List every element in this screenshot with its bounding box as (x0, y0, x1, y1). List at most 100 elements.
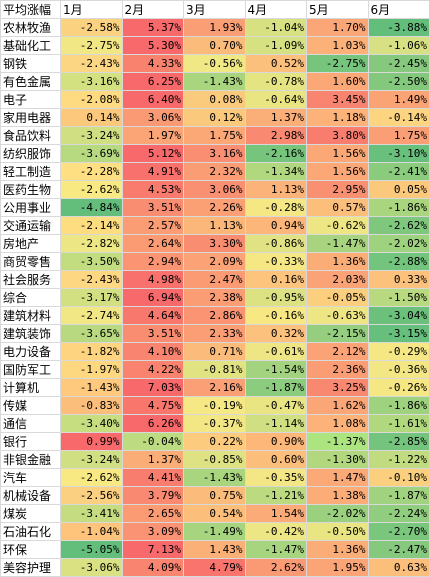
return-value-cell: 3.09% (122, 523, 184, 541)
return-value-cell: 4.91% (122, 163, 184, 181)
table-row: 食品饮料-3.24%1.97%1.75%2.98%3.80%1.75% (1, 127, 429, 145)
return-value-cell: -3.24% (61, 127, 123, 145)
table-row: 基础化工-2.75%5.30%0.70%-1.09%1.03%-1.06% (1, 37, 429, 55)
sector-name-cell: 环保 (1, 541, 61, 559)
table-row: 钢铁-2.43%4.33%-0.56%0.52%-2.75%-2.45% (1, 55, 429, 73)
return-value-cell: 2.32% (184, 163, 246, 181)
return-value-cell: -1.54% (245, 361, 307, 379)
return-value-cell: 2.94% (122, 253, 184, 271)
return-value-cell: 2.98% (245, 127, 307, 145)
table-row: 煤炭-3.41%2.65%0.54%1.54%-2.02%-2.24% (1, 505, 429, 523)
return-value-cell: 3.45% (307, 91, 369, 109)
return-value-cell: -1.87% (368, 487, 429, 505)
return-value-cell: 6.40% (122, 91, 184, 109)
sector-name-cell: 电力设备 (1, 343, 61, 361)
return-value-cell: -1.86% (368, 397, 429, 415)
return-value-cell: -1.34% (245, 163, 307, 181)
return-value-cell: 1.08% (307, 415, 369, 433)
return-value-cell: -0.86% (245, 235, 307, 253)
return-value-cell: -3.41% (61, 505, 123, 523)
return-value-cell: 1.49% (368, 91, 429, 109)
return-value-cell: 4.41% (122, 469, 184, 487)
return-value-cell: 3.80% (307, 127, 369, 145)
return-value-cell: 0.32% (245, 325, 307, 343)
month-header: 1月 (61, 1, 123, 19)
return-value-cell: 2.12% (307, 343, 369, 361)
return-value-cell: 2.38% (184, 289, 246, 307)
return-value-cell: -2.43% (61, 271, 123, 289)
return-value-cell: 1.62% (307, 397, 369, 415)
return-value-cell: 1.38% (307, 487, 369, 505)
table-row: 轻工制造-2.28%4.91%2.32%-1.34%1.56%-2.41% (1, 163, 429, 181)
return-value-cell: -0.26% (368, 379, 429, 397)
return-value-cell: -3.16% (61, 73, 123, 91)
return-value-cell: 4.64% (122, 307, 184, 325)
sector-name-cell: 医药生物 (1, 181, 61, 199)
return-value-cell: 2.36% (307, 361, 369, 379)
month-header: 6月 (368, 1, 429, 19)
return-value-cell: -3.69% (61, 145, 123, 163)
sector-name-cell: 基础化工 (1, 37, 61, 55)
table-row: 电力设备-1.82%4.10%0.71%-0.61%2.12%-0.29% (1, 343, 429, 361)
return-value-cell: 1.36% (307, 253, 369, 271)
return-value-cell: 3.06% (184, 181, 246, 199)
return-value-cell: -3.65% (61, 325, 123, 343)
return-value-cell: -3.17% (61, 289, 123, 307)
return-value-cell: 1.37% (122, 451, 184, 469)
return-value-cell: -2.62% (368, 217, 429, 235)
return-value-cell: 2.03% (307, 271, 369, 289)
return-value-cell: 1.93% (184, 19, 246, 37)
table-row: 社会服务-2.43%4.98%2.47%0.16%2.03%0.33% (1, 271, 429, 289)
return-value-cell: -0.81% (184, 361, 246, 379)
return-value-cell: -2.82% (61, 235, 123, 253)
return-value-cell: 4.33% (122, 55, 184, 73)
return-value-cell: -1.21% (245, 487, 307, 505)
return-value-cell: -1.47% (307, 235, 369, 253)
return-value-cell: -0.83% (61, 397, 123, 415)
return-value-cell: 2.62% (245, 559, 307, 577)
return-value-cell: -1.82% (61, 343, 123, 361)
return-value-cell: -2.70% (368, 523, 429, 541)
sector-name-cell: 建筑材料 (1, 307, 61, 325)
return-value-cell: 2.86% (184, 307, 246, 325)
sector-name-cell: 电子 (1, 91, 61, 109)
return-value-cell: 1.47% (307, 469, 369, 487)
return-value-cell: 0.22% (184, 433, 246, 451)
return-value-cell: 0.90% (245, 433, 307, 451)
return-value-cell: -2.50% (368, 73, 429, 91)
return-value-cell: 1.60% (307, 73, 369, 91)
return-value-cell: 3.79% (122, 487, 184, 505)
return-value-cell: -0.85% (184, 451, 246, 469)
return-value-cell: 4.75% (122, 397, 184, 415)
table-row: 传媒-0.83%4.75%-0.19%-0.47%1.62%-1.86% (1, 397, 429, 415)
return-value-cell: -0.33% (245, 253, 307, 271)
return-value-cell: -0.61% (245, 343, 307, 361)
sector-name-cell: 社会服务 (1, 271, 61, 289)
return-value-cell: -1.37% (307, 433, 369, 451)
return-value-cell: 0.99% (61, 433, 123, 451)
return-value-cell: -1.43% (184, 469, 246, 487)
return-value-cell: 5.12% (122, 145, 184, 163)
return-value-cell: 2.64% (122, 235, 184, 253)
return-value-cell: -2.28% (61, 163, 123, 181)
return-value-cell: -0.05% (307, 289, 369, 307)
return-value-cell: -2.75% (307, 55, 369, 73)
sector-name-cell: 石油石化 (1, 523, 61, 541)
return-value-cell: -2.58% (61, 19, 123, 37)
return-value-cell: 0.75% (184, 487, 246, 505)
table-row: 电子-2.08%6.40%0.08%-0.64%3.45%1.49% (1, 91, 429, 109)
sector-name-cell: 食品饮料 (1, 127, 61, 145)
return-value-cell: -0.62% (307, 217, 369, 235)
return-value-cell: 1.13% (245, 181, 307, 199)
sector-name-cell: 机械设备 (1, 487, 61, 505)
return-value-cell: -0.63% (307, 307, 369, 325)
return-value-cell: -3.40% (61, 415, 123, 433)
return-value-cell: 1.03% (307, 37, 369, 55)
return-value-cell: 5.37% (122, 19, 184, 37)
table-row: 建筑材料-2.74%4.64%2.86%-0.16%-0.63%-3.04% (1, 307, 429, 325)
return-value-cell: -1.87% (245, 379, 307, 397)
return-value-cell: 2.47% (184, 271, 246, 289)
sector-name-cell: 有色金属 (1, 73, 61, 91)
return-value-cell: 2.57% (122, 217, 184, 235)
month-header: 3月 (184, 1, 246, 19)
